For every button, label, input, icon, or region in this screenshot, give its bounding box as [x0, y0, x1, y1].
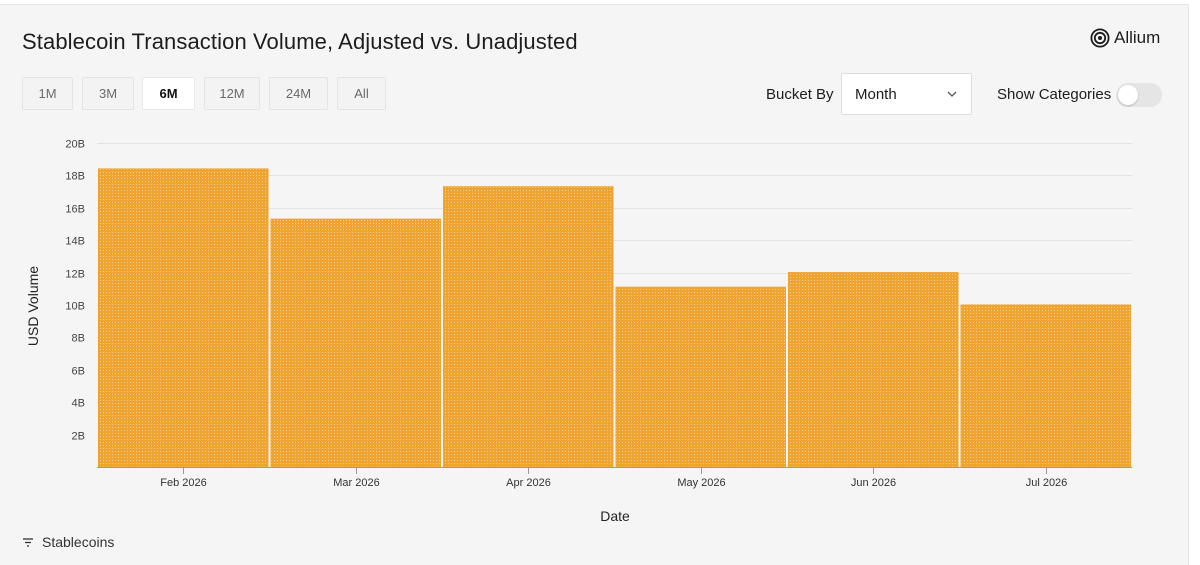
x-axis-title: Date [600, 508, 630, 524]
y-tick-label: 8B [72, 333, 85, 345]
allium-logo-icon [1090, 28, 1110, 48]
brand-name: Allium [1114, 28, 1161, 47]
show-categories-label: Show Categories [997, 86, 1112, 103]
y-axis-title: USD Volume [25, 266, 41, 346]
y-tick-label: 2B [72, 431, 85, 443]
range-button-12m[interactable]: 12M [204, 77, 260, 110]
y-tick-label: 6B [72, 366, 85, 378]
y-tick-label: 12B [65, 269, 85, 281]
bar-chart: 2B 4B 6B 8B 10B 12B 14B 16B 18B 20B Feb 2026 Mar 2… [25, 139, 1132, 524]
x-tick-label: Apr 2026 [506, 477, 551, 489]
page-title: Stablecoin Transaction Volume, Adjusted … [22, 29, 578, 54]
x-tick-label: Jul 2026 [1026, 477, 1068, 489]
y-tick-label: 16B [65, 204, 85, 216]
x-tick-label: Jun 2026 [851, 477, 896, 489]
y-tick-label: 18B [65, 171, 85, 183]
bucket-by-select[interactable]: Month [841, 73, 972, 115]
y-axis-ticks: 2B 4B 6B 8B 10B 12B 14B 16B 18B 20B [65, 139, 85, 443]
bucket-by-label: Bucket By [766, 86, 834, 103]
bucket-by-value: Month [855, 85, 897, 103]
range-button-24m[interactable]: 24M [269, 77, 328, 110]
range-button-3m[interactable]: 3M [82, 77, 134, 110]
x-tick-label: Feb 2026 [160, 477, 206, 489]
chevron-down-icon [947, 91, 957, 97]
range-button-6m[interactable]: 6M [142, 77, 195, 110]
y-tick-label: 20B [65, 139, 85, 151]
legend-stablecoins[interactable]: Stablecoins [22, 534, 114, 550]
bar-mar-2026[interactable] [270, 218, 441, 468]
x-tick-label: Mar 2026 [333, 477, 379, 489]
y-tick-label: 4B [72, 398, 85, 410]
bar-jun-2026[interactable] [788, 272, 959, 468]
bars [98, 168, 1131, 468]
range-button-1m[interactable]: 1M [22, 77, 73, 110]
brand-logo: Allium [1090, 28, 1160, 48]
bar-may-2026[interactable] [615, 286, 786, 468]
show-categories-toggle[interactable] [1116, 83, 1162, 107]
x-axis-ticks: Feb 2026 Mar 2026 Apr 2026 May 2026 Jun 2026… [160, 467, 1067, 489]
x-tick-label: May 2026 [677, 477, 725, 489]
range-button-all[interactable]: All [337, 77, 386, 110]
bar-apr-2026[interactable] [443, 186, 614, 468]
bar-feb-2026[interactable] [98, 168, 269, 468]
y-tick-label: 14B [65, 236, 85, 248]
filter-icon [23, 538, 33, 547]
grid-lines [97, 143, 1132, 436]
legend-label: Stablecoins [42, 534, 115, 550]
toggle-knob [1118, 85, 1138, 105]
bar-jul-2026[interactable] [960, 304, 1131, 468]
y-tick-label: 10B [65, 301, 85, 313]
